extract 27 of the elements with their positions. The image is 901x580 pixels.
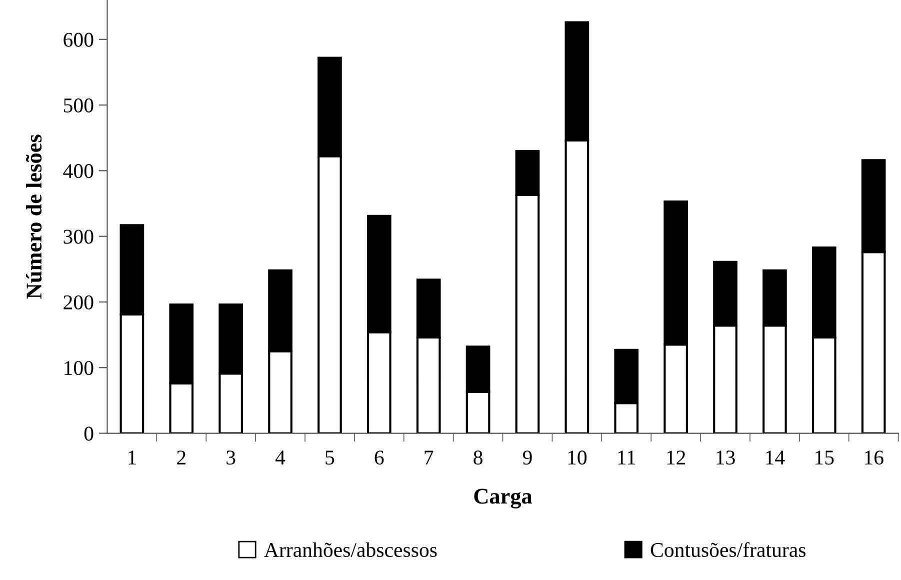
x-tick-label: 2 xyxy=(177,450,186,464)
y-tick-label: 600 xyxy=(64,32,94,47)
x-tick-label: 7 xyxy=(424,450,434,464)
x-axis-title: Carga xyxy=(474,488,532,508)
x-tick-label: 9 xyxy=(522,450,532,465)
x-tick-label: 1 xyxy=(128,450,136,464)
legend-label: Arranhões/abscessos xyxy=(264,542,437,558)
legend-label: Contusões/fraturas xyxy=(650,542,806,558)
x-tick-label: 13 xyxy=(716,450,735,465)
x-tick-label: 8 xyxy=(474,450,482,465)
y-tick-label: 300 xyxy=(64,230,94,244)
x-tick-label: 15 xyxy=(816,450,834,465)
x-tick-label: 16 xyxy=(864,450,884,465)
x-tick-label: 12 xyxy=(667,450,686,464)
y-tick-label: 100 xyxy=(64,360,94,376)
x-tick-label: 14 xyxy=(766,450,785,464)
x-tick-label: 11 xyxy=(618,450,636,464)
y-tick-label: 500 xyxy=(64,98,94,112)
y-tick-label: 200 xyxy=(64,295,94,310)
y-axis-title: Número de lesões xyxy=(26,134,42,299)
x-tick-label: 6 xyxy=(374,450,384,465)
x-tick-label: 5 xyxy=(326,450,334,465)
y-tick-label: 0 xyxy=(84,426,94,441)
y-tick-label: 400 xyxy=(63,164,94,178)
x-tick-label: 10 xyxy=(568,450,587,465)
x-tick-label: 4 xyxy=(275,450,286,464)
x-tick-label: 3 xyxy=(226,450,236,465)
